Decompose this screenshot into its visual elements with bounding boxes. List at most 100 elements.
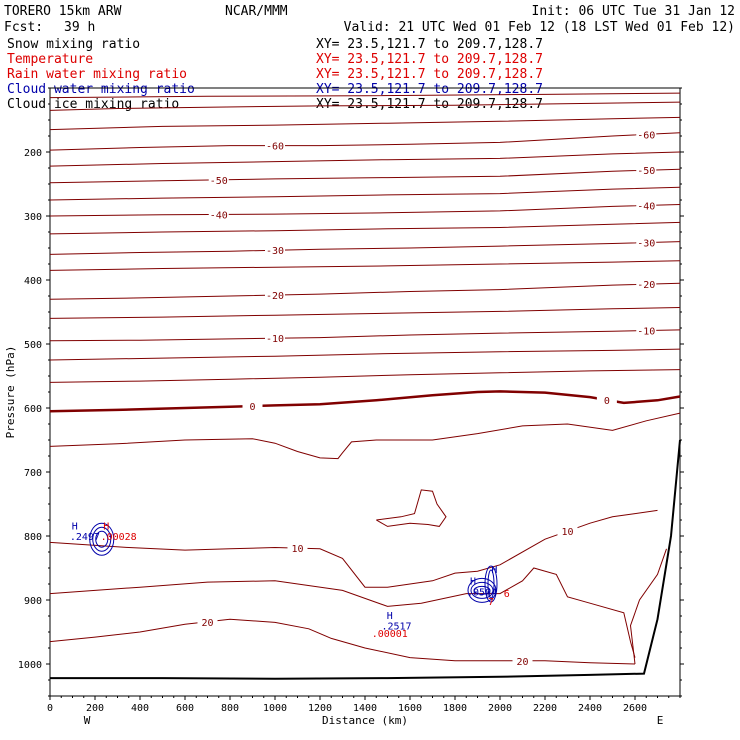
y-tick-label: 200 [24,148,42,159]
contour-label-bg [208,208,229,220]
model-title: TORERO 15km ARW [4,4,122,19]
legend: Snow mixing ratio XY= 23.5,121.7 to 209.… [7,37,543,112]
legend-xy-cloud-ice: XY= 23.5,121.7 to 209.7,128.7 [316,97,543,112]
mixing-ratio-label: H [103,522,109,533]
temperature-contour-line [49,221,681,235]
cloud-water-contour [92,526,112,552]
cloud-water-contour [473,585,491,595]
mixing-ratio-label: H [387,611,393,622]
x-tick-label: 0 [47,703,53,714]
temperature-contour-label: -50 [637,166,655,177]
contour-label-bg [596,394,617,405]
x-tick-label: 1800 [443,703,467,714]
temperature-contour-label: -20 [637,280,655,291]
temperature-contour-line [49,101,681,111]
legend-name-cloud-ice: Cloud ice mixing ratio [7,97,179,112]
x-axis-label: Distance (km) [322,714,408,727]
temperature-contour-label: -60 [637,130,655,141]
temperature-contour-line [49,116,681,131]
temperature-contour-label: -30 [266,246,284,257]
contour-label-bg [287,542,308,554]
temperature-contour-label: -60 [266,142,284,153]
mixing-ratio-label: H [470,577,476,588]
temperature-contour-line [49,282,681,300]
temperature-contour-line [49,390,681,413]
temperature-contour-line [49,618,636,665]
contour-label-bg [512,654,533,666]
temperature-contour-label: -10 [266,334,284,345]
temperature-contour-label: -40 [210,210,228,221]
x-axis-ticks: 0 200 400 600 800 1000 1200 1400 1600 1800 2000 220… [47,696,681,714]
x-tick-label: 800 [221,703,239,714]
x-tick-label: 600 [176,703,194,714]
legend-name-cloud-water: Cloud water mixing ratio [7,82,195,97]
y-tick-label: 500 [24,340,42,351]
contour-label-bg [557,525,578,537]
contour-label-bg [265,332,285,344]
contour-label-bg [636,278,657,290]
mixing-ratio-label: .00001 [372,629,408,640]
contour-label-bg [242,400,263,412]
cloud-water-contour [95,530,109,548]
forecast-label: Fcst: [4,20,43,35]
y-tick-label: 300 [24,212,42,223]
valid-time: Valid: 21 UTC Wed 01 Feb 12 (18 LST Wed … [344,20,735,35]
temperature-contour-line [49,241,681,255]
y-axis-label: Pressure (hPa) [4,346,17,439]
mixing-ratio-label: 6 [504,589,510,600]
temperature-contour-label: 20 [201,618,213,629]
temperature-contour-line [49,151,681,167]
temperature-contour-label: 10 [561,527,573,538]
contour-label-bg [636,164,657,176]
cloud-water-contour [470,581,494,599]
temperature-contour-label: -40 [637,201,655,212]
contour-label-bg [208,173,229,185]
temperature-contour-label: 0 [604,396,610,407]
x-tick-label: 2600 [623,703,647,714]
temperature-contour-line [49,168,681,184]
contour-label-bg [636,128,657,140]
x-tick-label: 1200 [308,703,332,714]
temperature-contour-line [49,509,658,588]
temperature-contour-line [376,489,447,527]
temperature-contour-line [629,548,667,665]
contour-label-bg [265,139,285,151]
temperature-contour-label: 20 [516,657,528,668]
mixing-ratio-label: .0504 [467,588,497,599]
forecast-value: 39 h [64,20,95,35]
temperature-contour-line [49,329,681,342]
contour-label-bg [636,199,657,211]
temperature-contour-line [49,132,681,151]
temperature-contour-line [49,567,636,658]
terrain-path [50,439,681,680]
temperature-contour-line [49,369,681,383]
center-title: NCAR/MMM [225,4,288,19]
y-tick-label: 1000 [18,660,42,671]
y-tick-label: 600 [24,404,42,415]
terrain-line [50,439,681,680]
contour-label-bg [197,615,218,627]
cloud-water-contour [467,577,497,603]
legend-name-snow: Snow mixing ratio [7,37,140,52]
temperature-contour-label: -10 [637,327,655,338]
y-tick-label: 700 [24,468,42,479]
mixing-ratio-label: .00028 [101,532,137,543]
legend-xy-snow: XY= 23.5,121.7 to 209.7,128.7 [316,37,543,52]
legend-name-temperature: Temperature [7,52,93,67]
mixing-ratio-label: .2497 [70,532,100,543]
temperature-contour-label: 0 [249,402,255,413]
x-tick-label: 1000 [263,703,287,714]
legend-name-rain: Rain water mixing ratio [7,67,187,82]
x-tick-label: 400 [131,703,149,714]
temperature-contour-line [49,348,681,361]
temperature-contour-line [49,307,681,319]
y-tick-label: 900 [24,596,42,607]
mixing-ratio-label: H [72,522,78,533]
contour-label-bg [636,324,657,336]
temperature-contour-label: 10 [291,544,303,555]
temperature-contour-line [49,260,681,271]
temperature-contour-line [49,412,681,460]
x-tick-label: 200 [86,703,104,714]
